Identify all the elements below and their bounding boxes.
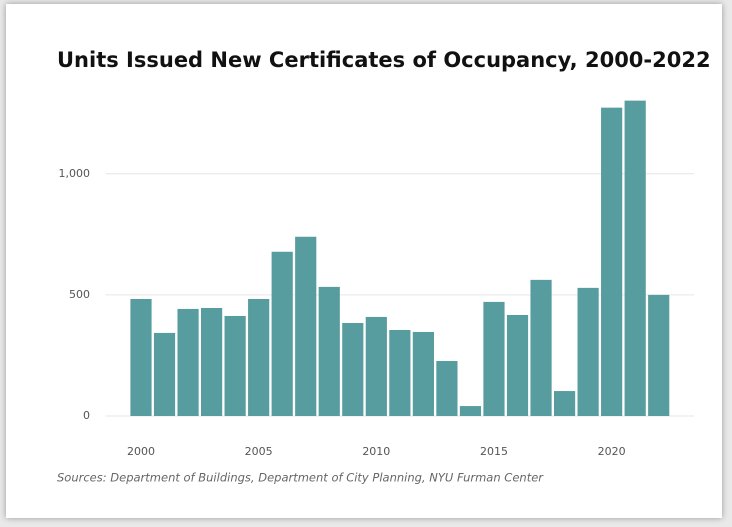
bar — [412, 331, 434, 416]
bar — [271, 251, 293, 416]
bar — [153, 332, 176, 416]
bar — [318, 286, 340, 416]
bar — [130, 299, 152, 416]
source-note: Sources: Department of Buildings, Depart… — [57, 471, 544, 485]
bar — [483, 301, 505, 416]
bar — [177, 308, 199, 416]
y-tick-label: 0 — [83, 409, 90, 422]
bar — [530, 279, 552, 416]
bar — [436, 361, 458, 416]
bar — [624, 100, 646, 417]
x-tick-label: 2020 — [598, 445, 626, 458]
bar — [459, 406, 482, 416]
bar — [506, 314, 529, 416]
bar — [601, 107, 623, 416]
bar — [248, 299, 270, 416]
bar — [365, 316, 387, 416]
bar — [224, 315, 246, 416]
x-tick-label: 2005 — [245, 445, 273, 458]
y-tick-label: 1,000 — [59, 167, 91, 180]
bar — [389, 330, 411, 416]
y-tick-label: 500 — [69, 288, 90, 301]
bar — [648, 294, 670, 416]
bar — [295, 236, 317, 416]
bar — [201, 307, 223, 416]
chart-title: Units Issued New Certificates of Occupan… — [57, 48, 711, 72]
bar — [577, 287, 599, 416]
x-tick-label: 2015 — [480, 445, 508, 458]
bar — [553, 391, 576, 416]
x-tick-label: 2010 — [362, 445, 390, 458]
x-tick-label: 2000 — [127, 445, 155, 458]
bar — [342, 322, 364, 416]
